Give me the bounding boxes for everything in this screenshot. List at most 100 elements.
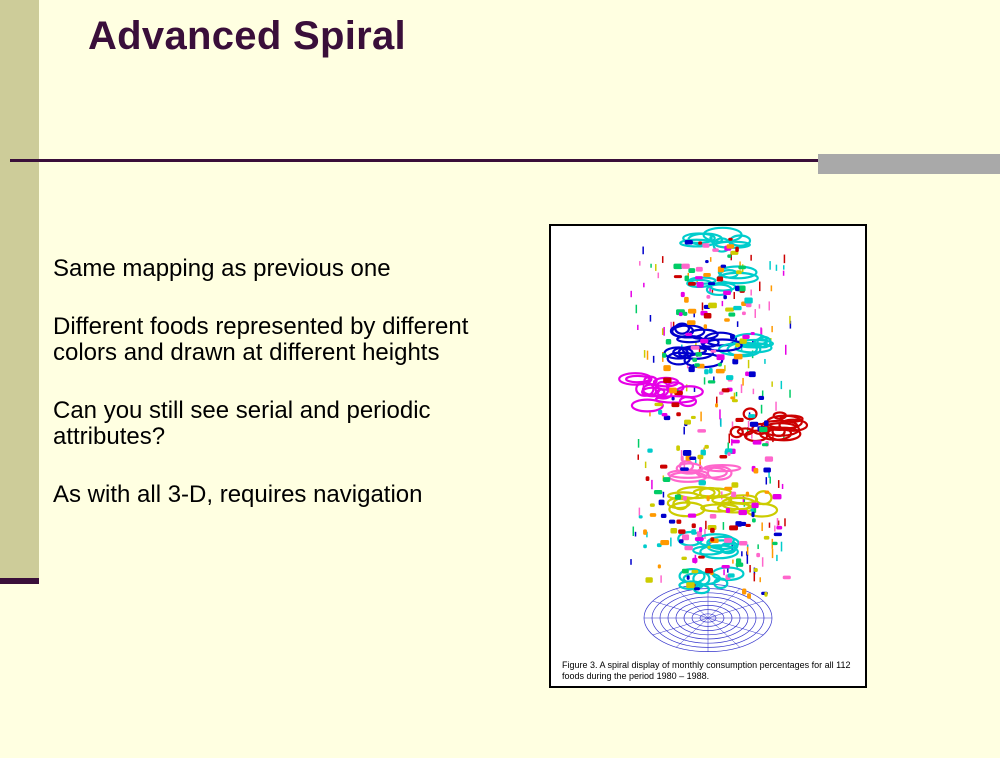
left-accent-bar [0,0,39,578]
spiral-data-mark [702,243,710,248]
spiral-data-mark [712,248,719,252]
spiral-data-mark [688,268,696,273]
spiral-data-mark [669,387,677,394]
spiral-data-mark [687,513,697,518]
spiral-data-mark [750,508,754,512]
spiral-data-mark [676,309,685,316]
spiral-data-mark [638,515,643,519]
spiral-data-mark [694,537,704,541]
spiral-data-mark [725,448,733,454]
spiral-data-mark [733,305,742,311]
spiral-data-mark [693,587,700,591]
spiral-ring-mark [668,471,708,483]
spiral-data-mark [728,312,736,317]
spiral-data-mark [699,526,703,533]
spiral-ring-mark [618,372,653,386]
bullet-item: Same mapping as previous one [53,255,391,282]
spiral-data-mark [735,285,740,292]
spiral-data-mark [680,291,685,298]
spiral-data-mark [680,467,689,471]
spiral-ring-mark [706,535,740,551]
spiral-data-mark [692,358,698,362]
spiral-data-mark [660,464,668,469]
spiral-base-spoke [652,600,709,619]
spiral-data-mark [698,241,703,245]
spiral-data-mark [690,345,700,350]
spiral-ring-mark [778,418,809,432]
spiral-data-mark [647,448,653,453]
spiral-data-mark [684,275,689,282]
spiral-data-mark [718,391,724,395]
spiral-data-mark [654,402,663,407]
spiral-data-mark [705,260,709,264]
spiral-data-mark [684,296,689,303]
spiral-data-mark [727,452,731,456]
spiral-data-mark [730,334,735,340]
spiral-data-mark [716,276,724,282]
spiral-data-mark [759,426,768,433]
spiral-data-mark [708,302,717,309]
title-divider [10,159,1000,162]
spiral-data-mark [742,334,750,339]
spiral-data-mark [750,332,755,336]
spiral-figure: Figure 3. A spiral display of monthly co… [549,224,867,688]
spiral-data-mark [682,496,687,501]
spiral-ring-mark [742,407,758,421]
spiral-data-mark [663,377,672,383]
spiral-data-mark [745,523,751,528]
spiral-ring-mark [772,411,787,420]
spiral-data-mark [717,362,722,367]
spiral-data-mark [735,417,744,423]
spiral-data-mark [752,440,762,445]
spiral-visualization [618,226,809,652]
spiral-data-mark [763,535,770,540]
spiral-ring-mark [701,338,743,352]
spiral-data-mark [744,297,753,304]
spiral-data-mark [707,545,711,549]
spiral-data-mark [692,557,698,564]
spiral-ring-mark [676,486,716,500]
spiral-data-mark [678,539,684,544]
spiral-data-mark [737,521,747,527]
spiral-data-mark [678,529,686,534]
spiral-data-mark [688,366,695,373]
spiral-data-mark [736,270,742,275]
spiral-ring-mark [713,577,729,590]
spiral-ring-mark [640,386,666,398]
spiral-data-mark [726,244,735,249]
spiral-ring-mark [698,486,721,500]
spiral-data-mark [725,307,735,312]
spiral-data-mark [643,544,647,549]
spiral-data-mark [689,456,697,460]
spiral-base-spoke [675,617,709,648]
spiral-data-mark [643,529,647,535]
spiral-data-mark [695,352,702,357]
spiral-data-mark [663,415,671,421]
spiral-data-mark [748,371,756,378]
spiral-data-mark [694,276,703,280]
spiral-data-mark [649,513,657,517]
spiral-data-mark [705,567,714,574]
spiral-data-mark [731,439,740,444]
spiral-data-mark [761,443,769,447]
spiral-data-mark [728,237,733,241]
spiral-data-mark [688,308,697,314]
bullet-list: Same mapping as previous one Different f… [53,256,473,540]
spiral-data-mark [684,239,693,245]
spiral-base-spoke [707,588,741,619]
spiral-ring-mark [678,395,698,408]
spiral-data-mark [684,545,693,551]
spiral-data-mark [716,354,725,361]
spiral-data-mark [653,490,663,495]
spiral-data-mark [735,246,739,252]
spiral-data-mark [709,236,713,241]
spiral-data-mark [678,312,683,317]
spiral-data-mark [710,537,715,542]
figure-caption: Figure 3. A spiral display of monthly co… [562,660,851,681]
spiral-data-mark [707,380,716,384]
spiral-data-mark [673,275,683,279]
spiral-data-mark [721,388,730,393]
bullet-item: Different foods represented by different… [53,313,469,366]
spiral-data-mark [719,454,728,459]
left-accent-foot [0,578,39,584]
